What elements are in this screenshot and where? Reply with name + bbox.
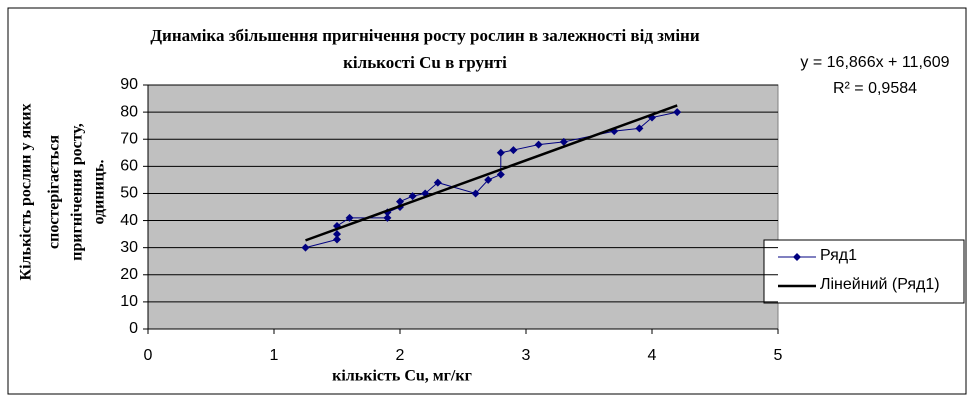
legend-label: Ряд1 — [820, 247, 857, 264]
point — [333, 230, 341, 239]
legend-marker — [793, 253, 801, 261]
point — [496, 148, 505, 157]
point — [396, 197, 404, 206]
chart-title: кількості Cu в грунті — [343, 53, 507, 72]
trend-equation: y = 16,866x + 11,609 — [800, 54, 949, 71]
y-tick-label: 10 — [120, 293, 138, 310]
y-tick-label: 40 — [120, 212, 138, 229]
legend — [763, 239, 965, 304]
point — [345, 213, 354, 222]
y-tick-label: 80 — [120, 103, 138, 120]
trendline — [305, 104, 678, 242]
chart-title: Динаміка збільшення пригнічення росту ро… — [150, 26, 700, 45]
x-tick-label: 2 — [396, 347, 405, 364]
point — [673, 108, 682, 117]
y-tick-label: 30 — [120, 239, 138, 256]
trend-r2: R² = 0,9584 — [833, 80, 917, 97]
y-tick-label: 0 — [129, 320, 138, 337]
y-tick-label: 60 — [120, 158, 138, 175]
plot-area — [147, 84, 779, 330]
point — [471, 189, 480, 198]
point — [301, 243, 310, 252]
x-tick-label: 1 — [270, 347, 279, 364]
point — [496, 170, 505, 179]
y-axis-label: одиниць. — [91, 160, 108, 225]
point — [509, 146, 518, 155]
y-axis-label: Кількість рослин у яких — [18, 103, 35, 280]
y-tick-label: 20 — [120, 266, 138, 283]
x-tick-label: 3 — [522, 347, 531, 364]
legend-label: Лінейний (Ряд1) — [820, 276, 940, 293]
x-tick-label: 4 — [648, 347, 657, 364]
point — [484, 175, 493, 184]
point — [383, 213, 392, 222]
x-tick-label: 5 — [774, 347, 783, 364]
x-tick-label: 0 — [144, 347, 153, 364]
y-tick-label: 70 — [120, 130, 138, 147]
point — [333, 235, 341, 244]
y-tick-label: 90 — [120, 76, 138, 93]
point — [635, 124, 644, 133]
point — [433, 178, 442, 187]
point — [408, 192, 417, 201]
point — [534, 140, 543, 149]
y-axis-label: пригнічення росту, — [69, 123, 86, 261]
point — [559, 137, 568, 146]
y-tick-label: 50 — [120, 185, 138, 202]
x-axis-label: кількість Cu, мг/кг — [332, 368, 472, 385]
point — [610, 127, 619, 136]
y-axis-label: спостерігається — [46, 135, 63, 249]
